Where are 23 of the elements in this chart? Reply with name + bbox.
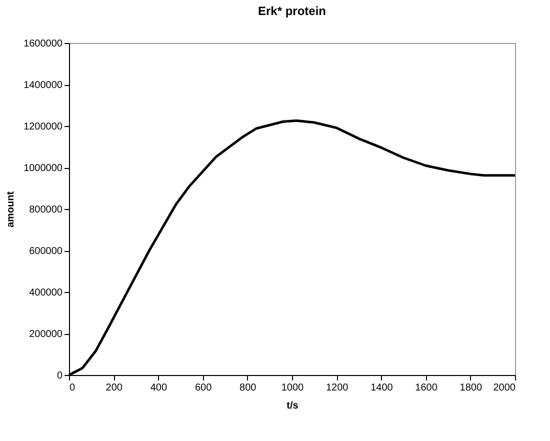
y-axis-title: amount bbox=[6, 190, 17, 228]
chart-title: Erk* protein bbox=[258, 4, 326, 18]
x-tick-label: 400 bbox=[150, 382, 168, 394]
y-tick-label: 0 bbox=[56, 370, 63, 382]
y-tick-label: 1200000 bbox=[24, 122, 63, 132]
y-tick-label: 200000 bbox=[29, 329, 63, 340]
x-tick-label: 1000 bbox=[281, 382, 304, 394]
x-axis-title: t/s bbox=[286, 400, 299, 412]
x-tick-label: 600 bbox=[194, 382, 212, 394]
x-tick-label: 0 bbox=[70, 382, 76, 394]
x-tick-label: 1200 bbox=[326, 382, 349, 394]
x-tick-label: 1600 bbox=[415, 382, 438, 394]
x-tick-label: 2000 bbox=[493, 382, 516, 394]
x-tick-label: 1800 bbox=[460, 382, 482, 394]
y-tick-label: 800000 bbox=[29, 204, 63, 216]
y-tick-label: 1000000 bbox=[24, 163, 63, 174]
x-tick-label: 1400 bbox=[370, 382, 394, 394]
y-tick-label: 1400000 bbox=[24, 80, 63, 91]
y-tick-label: 400000 bbox=[29, 288, 63, 298]
x-tick-label: 200 bbox=[106, 382, 123, 394]
y-tick-label: 600000 bbox=[29, 246, 63, 257]
y-tick-label: 1600000 bbox=[24, 38, 63, 50]
x-tick-label: 800 bbox=[240, 382, 257, 394]
